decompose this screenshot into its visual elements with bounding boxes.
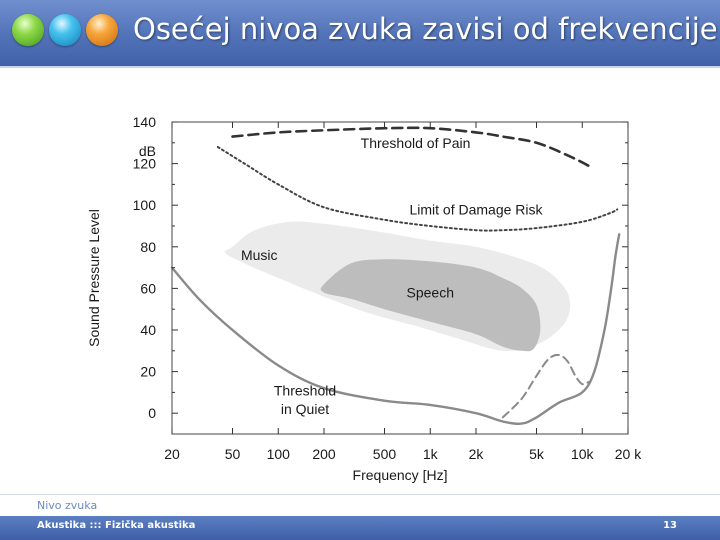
x-tick-label: 1k bbox=[423, 446, 439, 462]
footer-text: Akustika ::: Fizička akustika bbox=[37, 520, 196, 531]
plot-frame bbox=[171, 121, 629, 435]
orange-ball-icon bbox=[86, 14, 118, 46]
y-tick-label: 120 bbox=[133, 156, 157, 172]
series-line-threshold-of-pain bbox=[231, 126, 590, 167]
y-axis-title: Sound Pressure Level bbox=[86, 209, 102, 347]
footer-divider bbox=[0, 494, 720, 495]
y-tick-label: 0 bbox=[148, 405, 156, 421]
equal-loudness-chart: 0 20 40 60 80 100 120 140 20 50 100 200 500 1k 2k 5k 10k… bbox=[86, 114, 642, 483]
annotation-threshold: Threshold bbox=[274, 382, 336, 398]
blue-ball-icon bbox=[49, 14, 81, 46]
y-tick-label: 20 bbox=[140, 364, 156, 380]
region-speech bbox=[320, 259, 541, 352]
series-line-threshold-in-quiet bbox=[170, 233, 621, 426]
x-tick-label: 500 bbox=[373, 446, 397, 462]
series-line-unlabeled-curve bbox=[501, 353, 590, 419]
annotation-in-quiet: in Quiet bbox=[281, 401, 329, 417]
y-tick-label: 60 bbox=[140, 280, 156, 296]
x-tick-label: 10k bbox=[571, 446, 595, 462]
slide-header: Osećej nivoa zvuka zavisi od frekvencije bbox=[0, 0, 720, 68]
x-tick-label: 100 bbox=[267, 446, 291, 462]
x-tick-label: 20 k bbox=[615, 446, 642, 462]
annotation-threshold-of-pain: Threshold of Pain bbox=[361, 135, 471, 151]
chart-area: 0 20 40 60 80 100 120 140 20 50 100 200 500 1k 2k 5k 10k… bbox=[72, 100, 656, 488]
y-tick-label: 100 bbox=[133, 197, 157, 213]
slide-title: Osećej nivoa zvuka zavisi od frekvencije bbox=[133, 12, 718, 46]
y-tick-label: 140 bbox=[133, 114, 157, 130]
x-tick-label: 50 bbox=[225, 446, 241, 462]
x-axis-title: Frequency [Hz] bbox=[353, 467, 448, 483]
page-number: 13 bbox=[663, 520, 677, 531]
annotation-limit-of-damage-risk: Limit of Damage Risk bbox=[409, 201, 543, 217]
x-tick-label: 20 bbox=[164, 446, 180, 462]
x-tick-label: 2k bbox=[469, 446, 485, 462]
x-tick-label: 200 bbox=[312, 446, 336, 462]
y-tick-label: 40 bbox=[140, 322, 156, 338]
y-unit-label: dB bbox=[139, 143, 156, 159]
annotation-music: Music bbox=[241, 247, 278, 263]
series-line-limit-of-damage-risk bbox=[216, 146, 619, 232]
slide-subtitle: Nivo zvuka bbox=[37, 499, 98, 512]
annotation-speech: Speech bbox=[407, 285, 454, 301]
green-ball-icon bbox=[12, 14, 44, 46]
x-tick-label: 5k bbox=[529, 446, 545, 462]
y-tick-label: 80 bbox=[140, 239, 156, 255]
slide-footer: Akustika ::: Fizička akustika 13 bbox=[0, 516, 720, 540]
